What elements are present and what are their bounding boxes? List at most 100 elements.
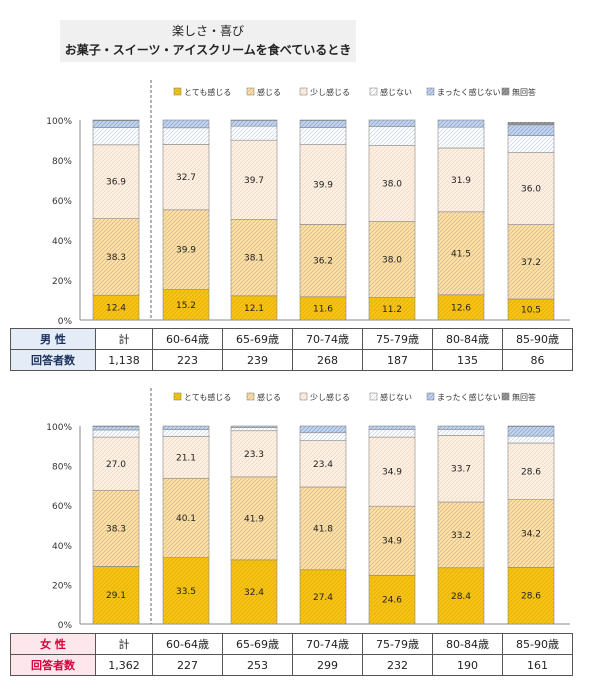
respondents-cell: 86 [502,349,573,371]
respondents-cell: 268 [292,349,363,371]
bar-segment [368,126,416,146]
bar-segment [507,442,555,500]
legend-label: とても感じる [184,87,231,97]
respondents-cell: 135 [432,349,503,371]
legend-label: 無回答 [512,392,536,402]
data-label: 15.2 [176,301,196,311]
bar-segment [437,126,485,149]
legend-swatch [426,392,435,401]
data-label: 12.4 [106,304,126,314]
legend-label: 少し感じる [310,87,350,97]
bar-segment [230,295,278,321]
legend-swatch [501,392,510,401]
data-label: 27.0 [106,460,126,470]
data-label: 34.9 [382,468,402,478]
category-cell: 計 [95,633,153,655]
category-cell: 計 [95,328,153,350]
respondents-label: 回答者数 [10,654,96,676]
chart-title: 楽しさ・喜び [171,24,244,38]
category-cell: 80-84歳 [432,633,503,655]
legend-swatch [369,392,378,401]
respondents-cell: 161 [502,654,573,676]
bar-segment [507,122,555,126]
y-tick-label: 0% [58,317,73,325]
y-tick-label: 40% [52,237,72,247]
female-category-row: 女 性 計 60-64歳 65-69歳 70-74歳 75-79歳 80-84歳… [10,633,573,655]
bar-segment [92,120,140,128]
data-label: 37.2 [521,258,541,268]
data-label: 36.2 [313,257,333,267]
data-label: 36.0 [521,185,541,195]
bar-segment [507,426,555,437]
female-chart: 0% 20% 40% 60% 80% 100% とても感じる 感じる 少し感じる 感じない まったく… [46,388,570,628]
data-label: 32.7 [176,173,196,183]
data-label: 27.4 [313,593,333,603]
y-tick-label: 100% [46,423,72,433]
y-tick-label: 60% [52,197,72,207]
data-label: 32.4 [244,588,264,598]
bar-segment [230,430,278,478]
legend-label: 少し感じる [310,392,350,402]
female-label: 女 性 [10,633,96,655]
data-label: 24.6 [382,596,402,606]
male-respondents-row: 回答者数 1,138 223 239 268 187 135 86 [10,349,573,371]
category-cell: 60-64歳 [152,328,223,350]
male-table: 男 性 計 60-64歳 65-69歳 70-74歳 75-79歳 80-84歳… [10,328,573,371]
respondents-cell: 253 [222,654,293,676]
respondents-cell: 190 [432,654,503,676]
data-label: 34.2 [521,530,541,540]
data-label: 33.7 [451,465,471,475]
category-cell: 70-74歳 [292,328,363,350]
bar-segment [437,211,485,296]
legend-label: 無回答 [512,87,536,97]
male-chart: 0% 20% 40% 60% 80% 100% とても感じる 感じる 少し感じる 感じない まったく… [46,80,570,325]
bar-segment [299,144,347,225]
bar-segment [368,505,416,576]
data-label: 39.9 [176,246,196,256]
bar-segment [507,224,555,300]
bar-segment [92,436,140,491]
legend-swatch [173,392,182,401]
legend-swatch [246,392,255,401]
data-label: 11.2 [382,305,402,315]
bar-segment [299,224,347,298]
data-label: 31.9 [451,176,471,186]
category-cell: 75-79歳 [362,328,433,350]
bar-segment [162,144,210,211]
male-label: 男 性 [10,328,96,350]
category-cell: 85-90歳 [502,633,573,655]
bar-segment [162,436,210,479]
y-tick-label: 20% [52,581,72,591]
female-respondents-row: 回答者数 1,362 227 253 299 232 190 161 [10,654,573,676]
respondents-cell: 1,138 [95,349,153,371]
bar-segment [230,427,278,432]
y-tick-label: 40% [52,542,72,552]
category-cell: 65-69歳 [222,633,293,655]
bar-segment [437,294,485,321]
data-label: 34.9 [382,537,402,547]
bar-segment [162,289,210,321]
legend-label: まったく感じない [437,87,501,97]
legend-swatch [246,87,255,96]
data-label: 28.6 [521,592,541,602]
respondents-cell: 232 [362,654,433,676]
bar-segment [92,294,140,321]
legend-swatch [426,87,435,96]
bar-segment [230,425,278,428]
bar-segment [437,119,485,128]
legend-label: 感じる [257,87,281,97]
legend-label: 感じない [380,392,412,402]
bar-segment [162,127,210,145]
respondents-cell: 187 [362,349,433,371]
data-label: 40.1 [176,514,196,524]
data-label: 38.0 [382,256,402,266]
bar-segment [507,135,555,153]
bar-segment [230,120,278,127]
bar-segment [368,425,416,430]
bar-segment [368,119,416,127]
category-cell: 65-69歳 [222,328,293,350]
data-label: 36.9 [106,178,126,188]
data-label: 38.0 [382,180,402,190]
title-box: 楽しさ・喜び お菓子・スイーツ・アイスクリームを食べているとき [60,20,356,62]
data-label: 28.6 [521,467,541,477]
